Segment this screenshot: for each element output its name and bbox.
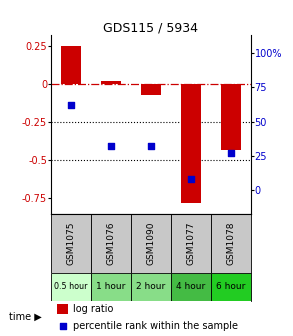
Text: GSM1078: GSM1078 (226, 222, 235, 265)
Point (109, 144, 113, 149)
Bar (211, 273, 251, 301)
Bar (51, 273, 91, 301)
Text: percentile rank within the sample: percentile rank within the sample (73, 321, 238, 331)
Bar (211, 214, 251, 273)
Point (69, 102, 74, 108)
Text: 0.5 hour: 0.5 hour (54, 283, 88, 291)
Bar (181, 84, 201, 203)
Text: GSM1075: GSM1075 (67, 222, 76, 265)
Text: GSM1077: GSM1077 (186, 222, 195, 265)
Bar (131, 273, 171, 301)
Bar (101, 81, 121, 84)
Text: 2 hour: 2 hour (136, 283, 166, 291)
Point (60, 323, 65, 328)
Bar (171, 214, 211, 273)
Text: 4 hour: 4 hour (176, 283, 205, 291)
Text: 1 hour: 1 hour (96, 283, 126, 291)
Bar (131, 214, 171, 273)
Bar (171, 273, 211, 301)
Text: 6 hour: 6 hour (216, 283, 245, 291)
Text: GSM1090: GSM1090 (146, 222, 155, 265)
Bar (51, 214, 91, 273)
Text: GSM1076: GSM1076 (107, 222, 115, 265)
Text: log ratio: log ratio (73, 304, 114, 314)
Bar (91, 273, 131, 301)
Bar (221, 84, 241, 150)
Bar (91, 214, 131, 273)
Point (188, 176, 193, 181)
Text: GDS115 / 5934: GDS115 / 5934 (103, 22, 198, 35)
Point (228, 151, 233, 156)
Bar (141, 84, 161, 95)
Text: time ▶: time ▶ (9, 312, 42, 322)
Bar (61, 46, 81, 84)
Point (149, 144, 153, 149)
Bar (57, 304, 68, 314)
